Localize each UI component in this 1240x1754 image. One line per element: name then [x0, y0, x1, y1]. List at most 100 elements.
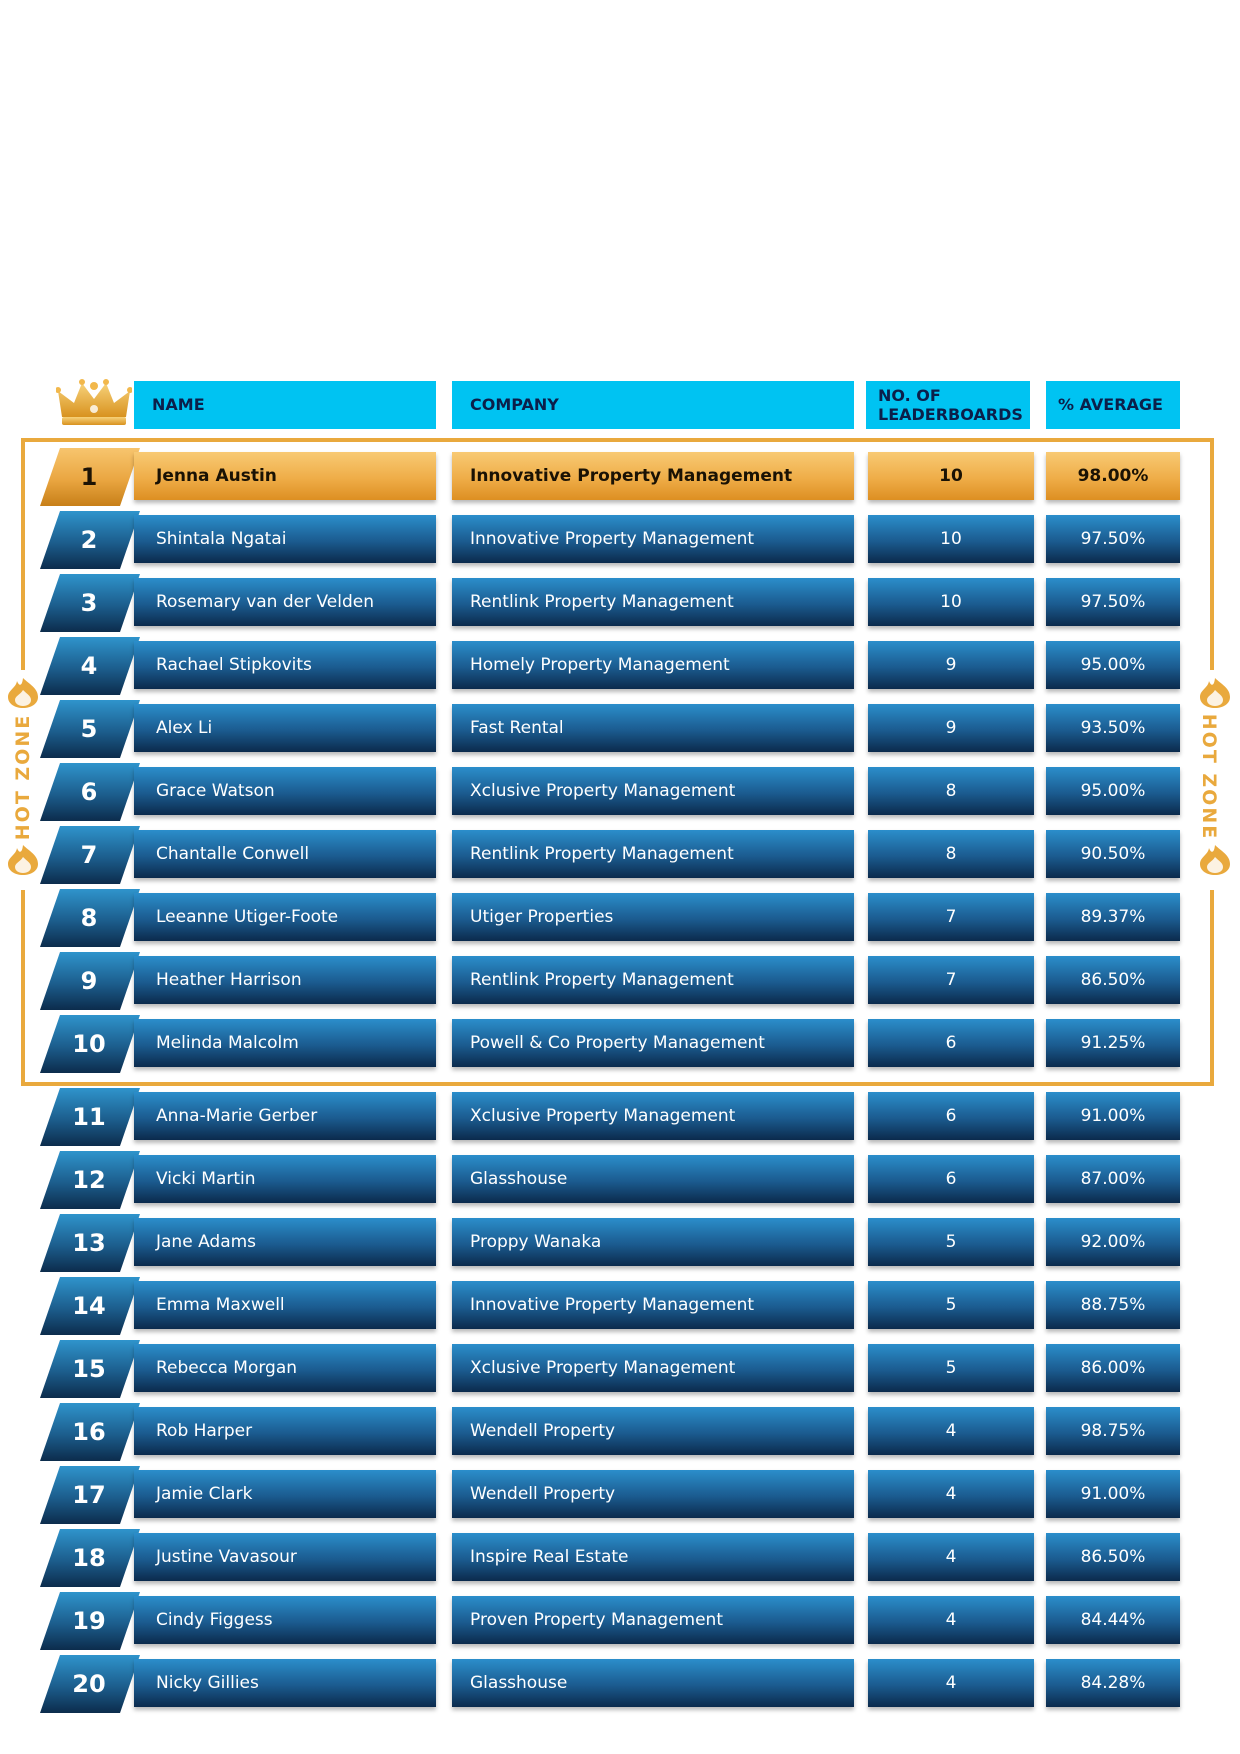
table-row: 17 Jamie Clark Wendell Property 4 91.00%	[0, 1466, 1240, 1529]
average-cell: 97.50%	[1046, 515, 1180, 563]
header-company: COMPANY	[452, 381, 854, 429]
header-leaderboards: NO. OF LEADERBOARDS	[866, 381, 1030, 429]
rank-number: 2	[80, 526, 98, 554]
average-cell: 97.50%	[1046, 578, 1180, 626]
rank-number: 14	[72, 1292, 106, 1320]
name-cell: Nicky Gillies	[134, 1659, 436, 1707]
rank-number: 17	[72, 1481, 106, 1509]
average-cell: 86.50%	[1046, 1533, 1180, 1581]
flame-icon	[8, 845, 38, 875]
name-cell: Rebecca Morgan	[134, 1344, 436, 1392]
company-cell: Rentlink Property Management	[452, 830, 854, 878]
rank-number: 8	[80, 904, 98, 932]
name-cell: Melinda Malcolm	[134, 1019, 436, 1067]
company-cell: Utiger Properties	[452, 893, 854, 941]
company-cell: Xclusive Property Management	[452, 1344, 854, 1392]
name-cell: Jenna Austin	[134, 452, 436, 500]
average-cell: 92.00%	[1046, 1218, 1180, 1266]
rank-badge	[40, 826, 140, 884]
table-row: 1 Jenna Austin Innovative Property Managem…	[0, 448, 1240, 511]
table-row: 13 Jane Adams Proppy Wanaka 5 92.00%	[0, 1214, 1240, 1277]
company-cell: Rentlink Property Management	[452, 956, 854, 1004]
company-cell: Glasshouse	[452, 1155, 854, 1203]
name-cell: Alex Li	[134, 704, 436, 752]
name-cell: Jamie Clark	[134, 1470, 436, 1518]
name-cell: Shintala Ngatai	[134, 515, 436, 563]
company-cell: Innovative Property Management	[452, 452, 854, 500]
rank-badge	[40, 574, 140, 632]
rank-number: 9	[80, 967, 98, 995]
company-cell: Inspire Real Estate	[452, 1533, 854, 1581]
average-cell: 84.28%	[1046, 1659, 1180, 1707]
leaderboards-cell: 4	[868, 1470, 1034, 1518]
leaderboards-cell: 9	[868, 641, 1034, 689]
rank-number: 18	[72, 1544, 106, 1572]
name-cell: Jane Adams	[134, 1218, 436, 1266]
rank-number: 5	[80, 715, 98, 743]
leaderboards-cell: 4	[868, 1659, 1034, 1707]
rank-number: 20	[72, 1670, 106, 1698]
rank-badge	[40, 952, 140, 1010]
name-cell: Rosemary van der Velden	[134, 578, 436, 626]
company-cell: Fast Rental	[452, 704, 854, 752]
average-cell: 87.00%	[1046, 1155, 1180, 1203]
table-row: 4 Rachael Stipkovits Homely Property Manag…	[0, 637, 1240, 700]
leaderboards-cell: 4	[868, 1533, 1034, 1581]
rank-badge	[40, 889, 140, 947]
name-cell: Vicki Martin	[134, 1155, 436, 1203]
company-cell: Wendell Property	[452, 1470, 854, 1518]
table-row: 11 Anna-Marie Gerber Xclusive Property Man…	[0, 1088, 1240, 1151]
leaderboards-cell: 7	[868, 893, 1034, 941]
average-cell: 93.50%	[1046, 704, 1180, 752]
average-cell: 90.50%	[1046, 830, 1180, 878]
leaderboards-cell: 9	[868, 704, 1034, 752]
crown-icon	[56, 379, 132, 425]
table-row: 2 Shintala Ngatai Innovative Property Mana…	[0, 511, 1240, 574]
leaderboards-cell: 5	[868, 1344, 1034, 1392]
average-cell: 91.25%	[1046, 1019, 1180, 1067]
name-cell: Grace Watson	[134, 767, 436, 815]
rank-number: 15	[72, 1355, 106, 1383]
table-row: 7 Chantalle Conwell Rentlink Property Mana…	[0, 826, 1240, 889]
leaderboards-cell: 6	[868, 1092, 1034, 1140]
flame-icon	[1200, 678, 1230, 708]
rank-number: 11	[72, 1103, 106, 1131]
rank-number: 13	[72, 1229, 106, 1257]
company-cell: Innovative Property Management	[452, 1281, 854, 1329]
average-cell: 98.75%	[1046, 1407, 1180, 1455]
table-row: 19 Cindy Figgess Proven Property Managemen…	[0, 1592, 1240, 1655]
table-row: 10 Melinda Malcolm Powell & Co Property Ma…	[0, 1015, 1240, 1078]
leaderboards-cell: 5	[868, 1218, 1034, 1266]
table-row: 15 Rebecca Morgan Xclusive Property Manage…	[0, 1340, 1240, 1403]
company-cell: Homely Property Management	[452, 641, 854, 689]
rank-number: 10	[72, 1030, 106, 1058]
rank-badge	[40, 763, 140, 821]
leaderboards-cell: 5	[868, 1281, 1034, 1329]
company-cell: Xclusive Property Management	[452, 1092, 854, 1140]
table-row: 8 Leeanne Utiger-Foote Utiger Properties 7 8…	[0, 889, 1240, 952]
average-cell: 89.37%	[1046, 893, 1180, 941]
rank-number: 4	[80, 652, 98, 680]
rank-number: 19	[72, 1607, 106, 1635]
leaderboards-cell: 4	[868, 1596, 1034, 1644]
table-row: 3 Rosemary van der Velden Rentlink Propert…	[0, 574, 1240, 637]
rank-badge	[40, 511, 140, 569]
leaderboards-cell: 10	[868, 452, 1034, 500]
name-cell: Chantalle Conwell	[134, 830, 436, 878]
company-cell: Wendell Property	[452, 1407, 854, 1455]
leaderboards-cell: 6	[868, 1019, 1034, 1067]
leaderboards-cell: 6	[868, 1155, 1034, 1203]
rank-number: 1	[80, 463, 98, 491]
company-cell: Powell & Co Property Management	[452, 1019, 854, 1067]
rank-number: 6	[80, 778, 98, 806]
name-cell: Justine Vavasour	[134, 1533, 436, 1581]
leaderboards-cell: 7	[868, 956, 1034, 1004]
rank-number: 7	[80, 841, 98, 869]
flame-icon	[8, 678, 38, 708]
name-cell: Anna-Marie Gerber	[134, 1092, 436, 1140]
rank-number: 3	[80, 589, 98, 617]
leaderboards-cell: 10	[868, 515, 1034, 563]
name-cell: Rob Harper	[134, 1407, 436, 1455]
table-row: 5 Alex Li Fast Rental 9 93.50%	[0, 700, 1240, 763]
